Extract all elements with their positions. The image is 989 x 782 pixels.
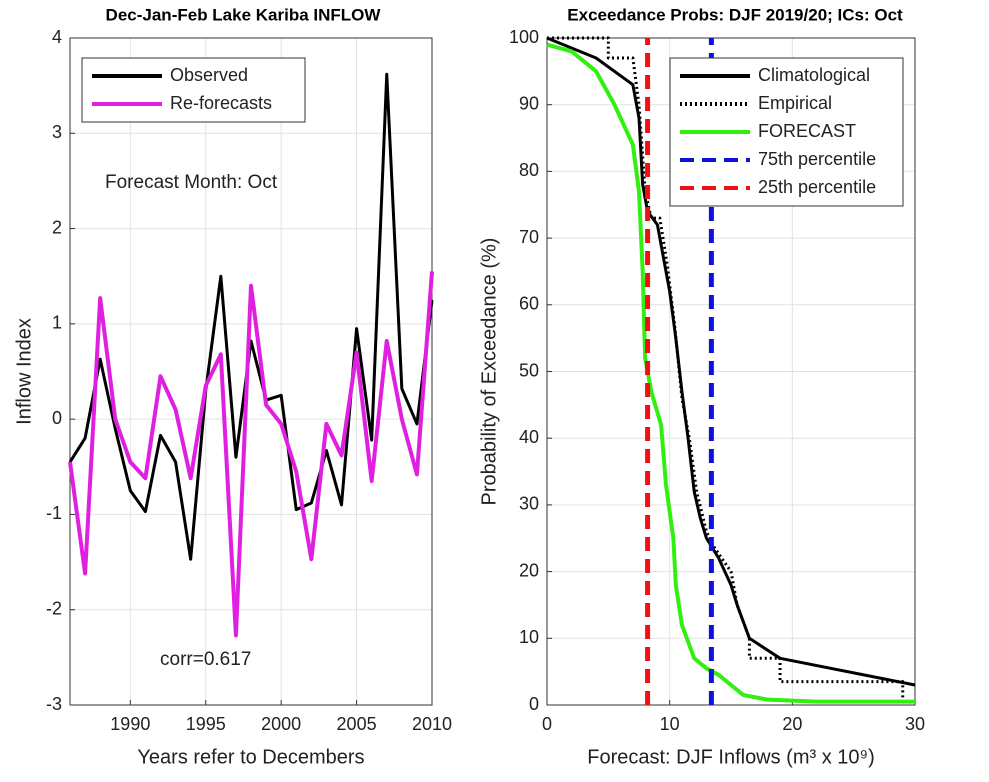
chart-title: Dec-Jan-Feb Lake Kariba INFLOW (106, 5, 382, 24)
y-tick-label: 3 (52, 122, 62, 142)
legend-label: Re-forecasts (170, 93, 272, 113)
annotation: Forecast Month: Oct (105, 172, 278, 193)
y-tick-label: 0 (52, 408, 62, 428)
y-tick-label: -2 (46, 598, 62, 618)
y-axis-label: Inflow Index (13, 318, 35, 425)
y-tick-label: 50 (519, 360, 539, 380)
legend-label: 75th percentile (758, 149, 876, 169)
x-tick-label: 2010 (412, 714, 452, 734)
legend-label: Observed (170, 65, 248, 85)
y-tick-label: 0 (529, 694, 539, 714)
y-tick-label: 80 (519, 160, 539, 180)
x-tick-label: 10 (660, 714, 680, 734)
legend-label: 25th percentile (758, 177, 876, 197)
series-line (68, 72, 434, 561)
x-tick-label: 1995 (186, 714, 226, 734)
y-tick-label: 2 (52, 217, 62, 237)
x-axis-label: Forecast: DJF Inflows (m³ x 10⁹) (587, 746, 875, 768)
y-tick-label: 20 (519, 560, 539, 580)
axes-frame (69, 37, 433, 706)
y-axis-label: Probability of Exceedance (%) (478, 238, 500, 506)
y-tick-label: 30 (519, 494, 539, 514)
y-tick-label: 4 (52, 27, 62, 47)
legend-label: Climatological (758, 65, 870, 85)
y-tick-label: 60 (519, 294, 539, 314)
y-tick-label: 10 (519, 627, 539, 647)
y-tick-label: -3 (46, 694, 62, 714)
legend-box (81, 57, 306, 123)
y-tick-label: 100 (509, 27, 539, 47)
x-tick-label: 0 (542, 714, 552, 734)
legend-label: Empirical (758, 93, 832, 113)
x-tick-label: 2000 (261, 714, 301, 734)
y-tick-label: -1 (46, 503, 62, 523)
y-tick-label: 70 (519, 227, 539, 247)
x-tick-label: 30 (905, 714, 925, 734)
series-line (68, 271, 434, 638)
chart-title: Exceedance Probs: DJF 2019/20; ICs: Oct (567, 5, 903, 24)
y-tick-label: 1 (52, 313, 62, 333)
x-tick-label: 2005 (337, 714, 377, 734)
axes-frame (546, 37, 916, 706)
plot-area (70, 38, 432, 705)
legend-label: FORECAST (758, 121, 856, 141)
series-line (546, 42, 915, 704)
x-axis-label: Years refer to Decembers (137, 746, 364, 768)
x-tick-label: 1990 (110, 714, 150, 734)
y-tick-label: 40 (519, 427, 539, 447)
x-tick-label: 20 (782, 714, 802, 734)
y-tick-label: 90 (519, 93, 539, 113)
annotation: corr=0.617 (160, 649, 251, 670)
